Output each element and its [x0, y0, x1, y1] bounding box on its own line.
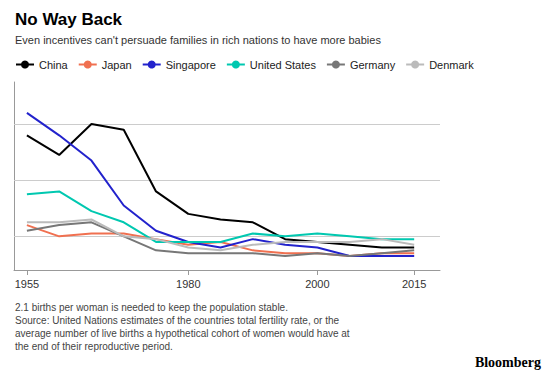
svg-text:Denmark: Denmark: [429, 59, 474, 71]
svg-text:United States: United States: [250, 59, 317, 71]
svg-text:2015: 2015: [402, 278, 426, 290]
svg-text:6 births per woman: 6 births per woman: [445, 119, 530, 130]
svg-text:No Way Back: No Way Back: [15, 10, 123, 29]
svg-text:the end of their reproductive: the end of their reproductive period.: [15, 341, 173, 352]
svg-text:Germany: Germany: [350, 59, 396, 71]
svg-text:Singapore: Singapore: [166, 59, 216, 71]
svg-text:Bloomberg: Bloomberg: [475, 355, 541, 370]
svg-text:Even incentives can't persuade: Even incentives can't persuade families …: [15, 34, 381, 46]
svg-text:1955: 1955: [15, 278, 39, 290]
svg-text:average number of live births: average number of live births a hypothet…: [15, 328, 350, 339]
svg-text:2: 2: [445, 231, 451, 242]
svg-text:1980: 1980: [176, 278, 200, 290]
svg-text:2.1 births per woman is needed: 2.1 births per woman is needed to keep t…: [15, 302, 288, 313]
svg-text:Japan: Japan: [102, 59, 132, 71]
svg-text:2000: 2000: [305, 278, 329, 290]
svg-text:China: China: [39, 59, 69, 71]
svg-text:Source: United Nations estimat: Source: United Nations estimates of the …: [15, 315, 339, 326]
